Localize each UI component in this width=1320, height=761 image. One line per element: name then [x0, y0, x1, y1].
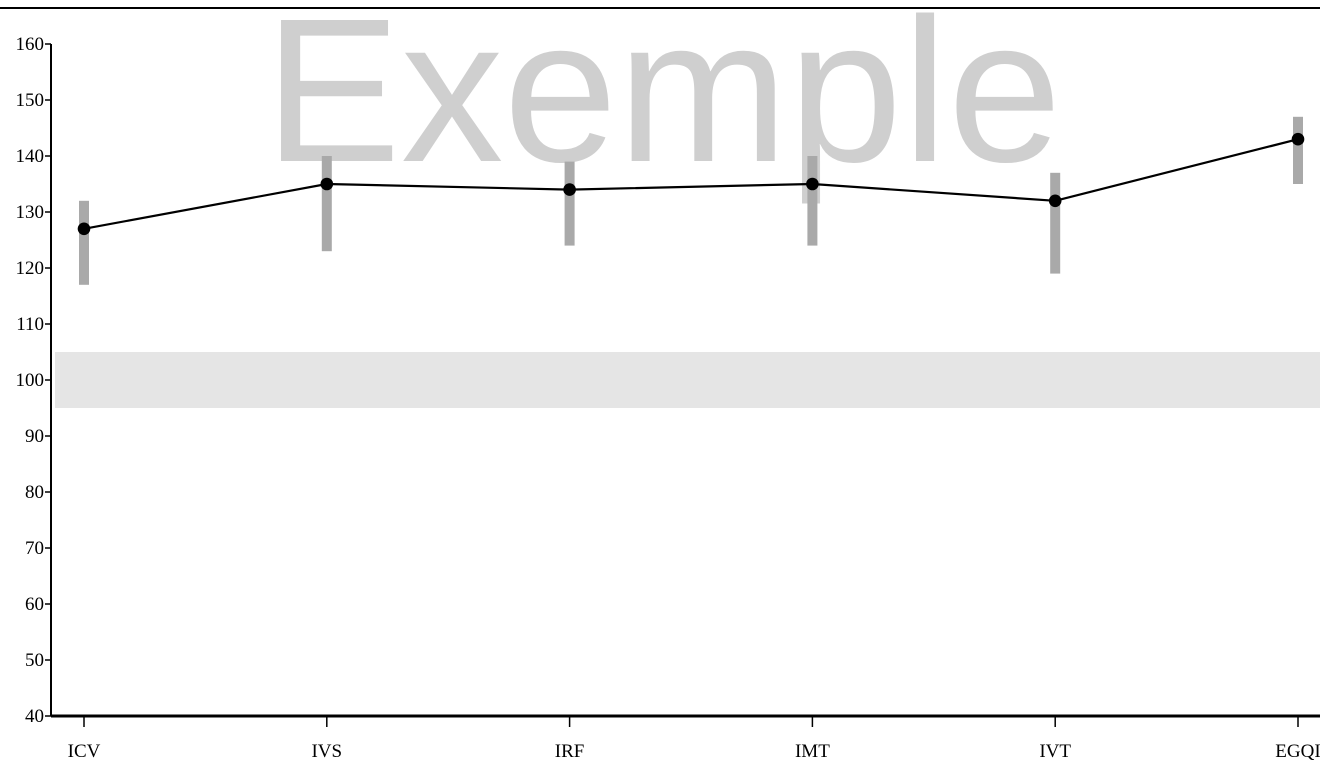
x-tick-label: EGQI	[1275, 741, 1320, 761]
x-tick-label: IRF	[555, 741, 585, 761]
watermark-text: Exemple	[264, 0, 1062, 205]
x-tick-label: IVS	[311, 741, 342, 761]
y-tick-label: 100	[16, 370, 45, 391]
y-tick-label: 60	[25, 594, 44, 615]
x-tick-label: IVT	[1039, 741, 1071, 761]
series-line-layer	[83, 138, 1299, 230]
x-tick-label: IMT	[795, 741, 830, 761]
error-bar-layer	[79, 116, 1303, 285]
error-bar	[564, 161, 575, 246]
data-point	[563, 183, 576, 196]
y-tick-label: 80	[25, 482, 44, 503]
y-tick-label: 150	[16, 90, 45, 111]
data-point	[806, 177, 819, 191]
series-point-layer	[77, 132, 1305, 236]
y-tick-label: 120	[16, 258, 45, 279]
error-bar	[1050, 172, 1061, 274]
data-point	[77, 222, 91, 236]
error-bar	[807, 156, 818, 246]
data-point	[1291, 132, 1305, 146]
axis-layer: 40 50 60 70 80 90 100 110 120 130 140 150 160 ICV IVS I…	[16, 34, 1320, 761]
y-tick-label: 50	[25, 650, 44, 671]
data-point	[320, 177, 334, 191]
y-tick-label: 110	[16, 314, 44, 335]
reference-band-layer	[55, 352, 1320, 408]
y-tick-label: 140	[16, 146, 45, 167]
error-bar	[79, 200, 89, 285]
error-bar	[321, 156, 332, 252]
x-tick-label: ICV	[68, 741, 101, 761]
y-tick-label: 160	[16, 34, 45, 55]
data-point	[1048, 194, 1062, 208]
series-line	[83, 138, 1299, 230]
y-tick-label: 70	[25, 538, 44, 559]
y-tick-label: 90	[25, 426, 44, 447]
y-tick-label: 40	[25, 706, 44, 727]
y-tick-label: 130	[16, 202, 45, 223]
reference-band	[55, 352, 1320, 408]
error-bar	[1293, 116, 1303, 184]
